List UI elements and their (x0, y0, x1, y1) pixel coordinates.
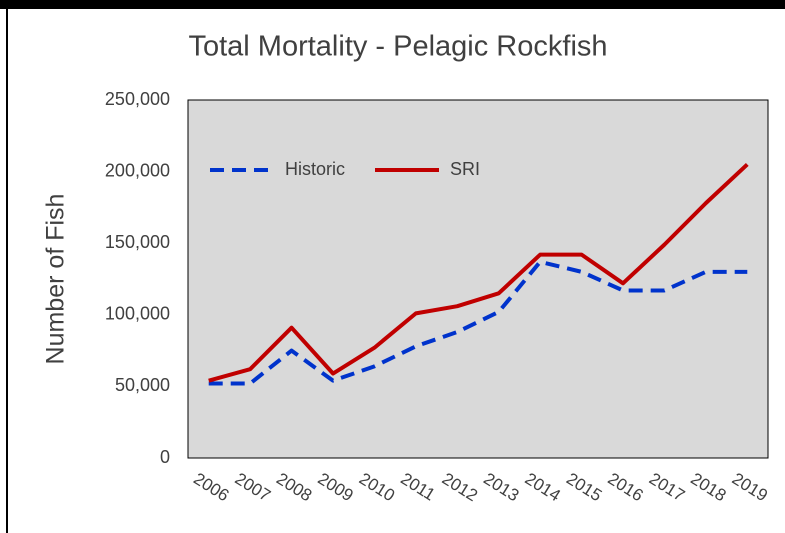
x-tick-label: 2016 (605, 469, 647, 505)
y-tick-label: 250,000 (105, 89, 170, 109)
x-tick-label: 2017 (646, 469, 688, 505)
x-tick-label: 2009 (315, 469, 357, 505)
chart-title: Total Mortality - Pelagic Rockfish (188, 31, 607, 63)
x-tick-label: 2008 (273, 469, 315, 505)
y-tick-label: 0 (160, 447, 170, 467)
x-tick-label: 2018 (687, 469, 729, 505)
x-tick-label: 2007 (232, 469, 274, 505)
top-border (0, 0, 785, 9)
x-tick-label: 2019 (729, 469, 771, 505)
legend-label: Historic (285, 159, 345, 179)
y-tick-label: 150,000 (105, 232, 170, 252)
left-border (6, 0, 8, 533)
legend-label: SRI (450, 159, 480, 179)
y-tick-label: 100,000 (105, 304, 170, 324)
y-tick-label: 50,000 (115, 375, 170, 395)
data-line (208, 259, 748, 386)
x-tick-label: 2012 (439, 469, 481, 505)
y-tick-label: 200,000 (105, 160, 170, 180)
x-tick-label: 2014 (522, 469, 564, 505)
data-line (208, 162, 749, 383)
x-tick-label: 2010 (356, 469, 398, 505)
y-axis-label: Number of Fish (42, 194, 70, 365)
x-tick-label: 2013 (480, 469, 522, 505)
plot-area (187, 99, 769, 459)
x-tick-label: 2006 (190, 469, 232, 505)
x-tick-label: 2011 (397, 469, 438, 504)
x-tick-label: 2015 (563, 469, 605, 505)
